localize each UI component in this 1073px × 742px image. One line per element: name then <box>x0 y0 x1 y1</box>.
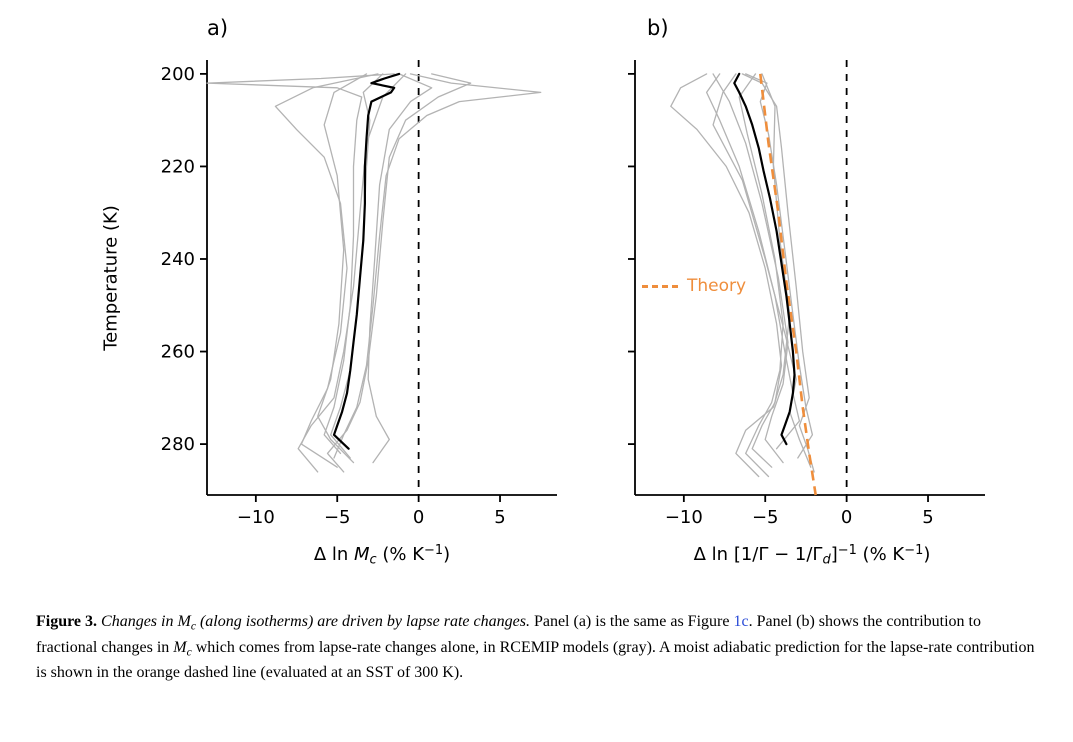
x-axis-label-segment: (% K <box>856 543 905 565</box>
model-line <box>317 73 368 464</box>
mean-line <box>733 72 796 446</box>
caption-segment: (along isotherms) are driven by lapse ra… <box>195 613 530 630</box>
caption-segment: Panel (a) is the same as Figure <box>529 613 734 630</box>
model-line <box>333 73 542 459</box>
x-axis-label-segment: Δ ln <box>313 543 354 565</box>
model-line <box>297 73 407 473</box>
model-line <box>670 73 783 468</box>
model-line <box>712 73 812 468</box>
x-tick-label: 0 <box>841 507 852 528</box>
x-tick-label: 0 <box>413 507 424 528</box>
model-line <box>274 73 379 468</box>
model-line <box>738 73 784 478</box>
panel-b-label: b) <box>647 16 669 40</box>
x-tick-label: −10 <box>237 507 275 528</box>
panel-b-x-axis-label: Δ ln [1/Γ − 1/Γd]−1 (% K−1) <box>694 543 931 568</box>
x-tick-label: −5 <box>752 507 779 528</box>
panel-a-x-axis-label: Δ ln Mc (% K−1) <box>314 543 450 568</box>
x-tick-label: 5 <box>922 507 933 528</box>
x-tick-label: 5 <box>494 507 505 528</box>
theory-legend-label: Theory <box>687 276 747 296</box>
y-tick-label: 220 <box>161 156 195 177</box>
x-axis-label-segment: M <box>354 543 370 565</box>
x-axis-label-segment: ) <box>923 543 931 565</box>
caption-segment: c <box>186 646 192 659</box>
mean-line <box>332 72 401 450</box>
y-tick-label: 240 <box>161 249 195 270</box>
caption-segment: M <box>173 638 187 656</box>
caption-segment: c <box>190 620 196 633</box>
panel-a-chart: −10 −5 0 5 200 220 240 260 280 <box>161 60 557 528</box>
theory-legend: Theory <box>642 276 746 296</box>
caption-segment: Figure 3. <box>36 613 98 630</box>
x-axis-label-segment: −1 <box>904 543 924 558</box>
theory-line <box>759 73 817 496</box>
x-axis-label-segment: d <box>822 552 831 568</box>
model-line <box>326 73 472 473</box>
x-tick-label: −10 <box>665 507 703 528</box>
x-axis-label-segment: −1 <box>837 543 857 558</box>
model-line <box>330 73 384 459</box>
caption-segment: . Panel (b) shows the contribution to fr… <box>36 613 981 656</box>
x-tick-label: −5 <box>324 507 351 528</box>
caption-segment: Changes in <box>101 613 178 630</box>
x-axis-label-segment: Δ ln [1/Γ − 1/Γ <box>693 543 823 565</box>
model-line <box>712 73 789 464</box>
x-axis-label-segment: (% K <box>376 543 425 565</box>
x-axis-label-segment: −1 <box>424 543 444 558</box>
model-line <box>367 73 433 464</box>
panel-b-chart: −10 −5 0 5 <box>628 60 985 528</box>
x-axis-label-segment: ] <box>830 543 838 565</box>
model-line <box>206 73 395 455</box>
caption-segment: 1c <box>733 613 749 630</box>
y-tick-label: 260 <box>161 342 195 363</box>
theory-legend-line-sample <box>642 284 678 288</box>
figure-caption: Figure 3. Changes in Mc (along isotherms… <box>36 610 1038 685</box>
model-line <box>735 73 791 478</box>
x-axis-label-segment: c <box>369 552 377 568</box>
y-tick-label: 200 <box>161 64 195 85</box>
x-axis-label-segment: ) <box>443 543 451 565</box>
panel-a-label: a) <box>207 16 229 40</box>
y-tick-label: 280 <box>161 434 195 455</box>
caption-segment: which comes from lapse-rate changes alon… <box>36 638 1035 682</box>
caption-segment: M <box>177 613 191 630</box>
